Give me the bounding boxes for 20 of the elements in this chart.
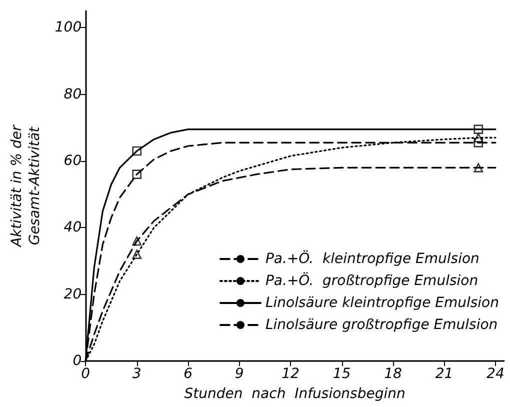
x-tick-label: 9 [234, 366, 244, 382]
x-tick-label: 21 [435, 366, 454, 382]
legend-label: Linolsäure großtropfige Emulsion [265, 317, 498, 333]
x-tick-label: 18 [384, 366, 402, 382]
legend-label: Pa.+Ö. kleintropfige Emulsion [265, 250, 480, 267]
legend-label: Pa.+Ö. großtropfige Emulsion [265, 272, 478, 289]
x-axis-title: Stunden nach Infusionsbeginn [184, 386, 406, 402]
y-tick-label: 60 [64, 153, 82, 169]
y-tick-label: 80 [64, 86, 82, 102]
y-tick-label: 40 [64, 220, 82, 236]
legend-label: Linolsäure kleintropfige Emulsion [265, 295, 499, 311]
x-tick-label: 15 [332, 366, 351, 382]
x-tick-label: 6 [184, 366, 193, 382]
y-tick-label: 0 [72, 353, 82, 369]
x-tick-label: 3 [132, 366, 142, 382]
x-tick-label: 24 [486, 366, 504, 382]
y-tick-label: 100 [54, 20, 82, 36]
y-axis-title: Aktivität in % der Gesamt-Aktivität [9, 124, 43, 248]
x-tick-label: 12 [282, 366, 300, 382]
y-tick-label: 20 [64, 286, 82, 302]
